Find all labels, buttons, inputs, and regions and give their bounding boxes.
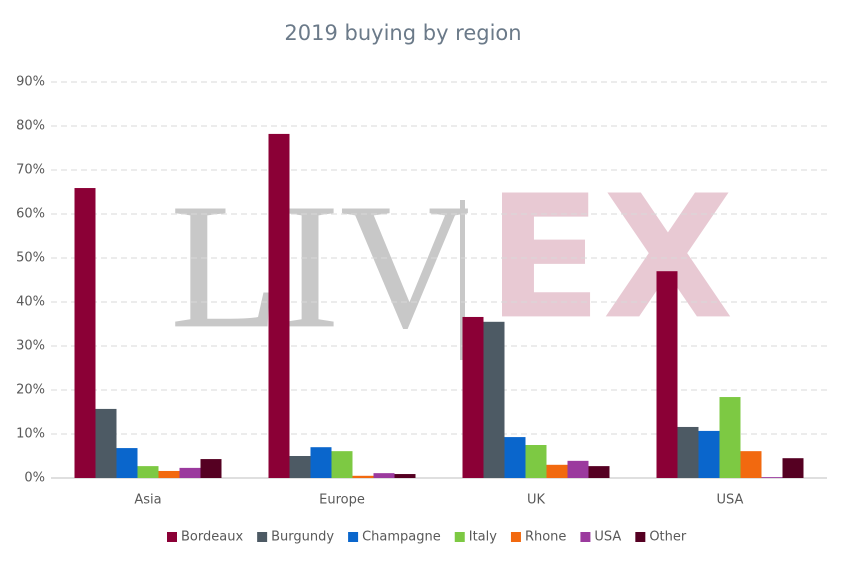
y-tick-label: 70% (16, 163, 45, 178)
bar (504, 437, 526, 478)
bar (740, 451, 762, 478)
bar (677, 426, 699, 478)
x-tick-label: USA (717, 493, 744, 508)
legend-swatch (167, 532, 177, 542)
bar (289, 456, 311, 478)
bar (74, 188, 96, 479)
legend-swatch (510, 532, 521, 542)
y-tick-label: 50% (16, 251, 45, 266)
bar (719, 397, 741, 478)
bar (95, 408, 117, 478)
bar (588, 466, 610, 478)
legend-label: Bordeaux (181, 530, 243, 545)
bar (116, 448, 138, 478)
x-tick-label: Asia (134, 493, 161, 508)
bar (179, 467, 201, 478)
y-tick-label: 60% (16, 207, 45, 222)
legend-swatch (635, 532, 646, 542)
y-tick-label: 0% (24, 471, 45, 486)
bar (782, 458, 804, 478)
bar (310, 447, 332, 478)
bar (373, 473, 395, 478)
bar (268, 133, 290, 479)
x-tick-label: UK (527, 493, 546, 508)
bar (352, 475, 374, 478)
bar (483, 321, 505, 478)
legend-swatch (348, 532, 359, 542)
y-tick-label: 20% (16, 383, 45, 398)
legend-swatch (257, 532, 268, 542)
y-tick-label: 90% (16, 75, 45, 90)
legend-label: Champagne (362, 530, 441, 545)
bar (546, 464, 568, 478)
watermark-left: LIV (170, 166, 470, 365)
bar (158, 470, 180, 478)
x-tick-label: Europe (319, 493, 365, 508)
bar (656, 271, 678, 478)
bar (462, 316, 484, 478)
chart-title: 2019 buying by region (284, 21, 521, 45)
bar (200, 459, 222, 478)
bar (698, 430, 720, 478)
bar (525, 445, 547, 478)
bar (331, 451, 353, 478)
y-tick-label: 10% (16, 427, 45, 442)
y-tick-label: 40% (16, 295, 45, 310)
legend-swatch (580, 532, 591, 542)
legend-label: Italy (469, 530, 498, 545)
legend-label: USA (594, 530, 621, 545)
bar (137, 466, 159, 478)
legend-swatch (454, 532, 465, 542)
legend-label: Burgundy (271, 530, 334, 545)
bar (567, 460, 589, 478)
y-tick-label: 30% (16, 339, 45, 354)
watermark: LIV EX (170, 159, 734, 365)
legend-label: Other (649, 530, 687, 545)
legend-label: Rhone (525, 530, 566, 545)
y-tick-label: 80% (16, 119, 45, 134)
bar (394, 474, 416, 478)
bar (761, 477, 783, 478)
watermark-divider (460, 200, 465, 360)
